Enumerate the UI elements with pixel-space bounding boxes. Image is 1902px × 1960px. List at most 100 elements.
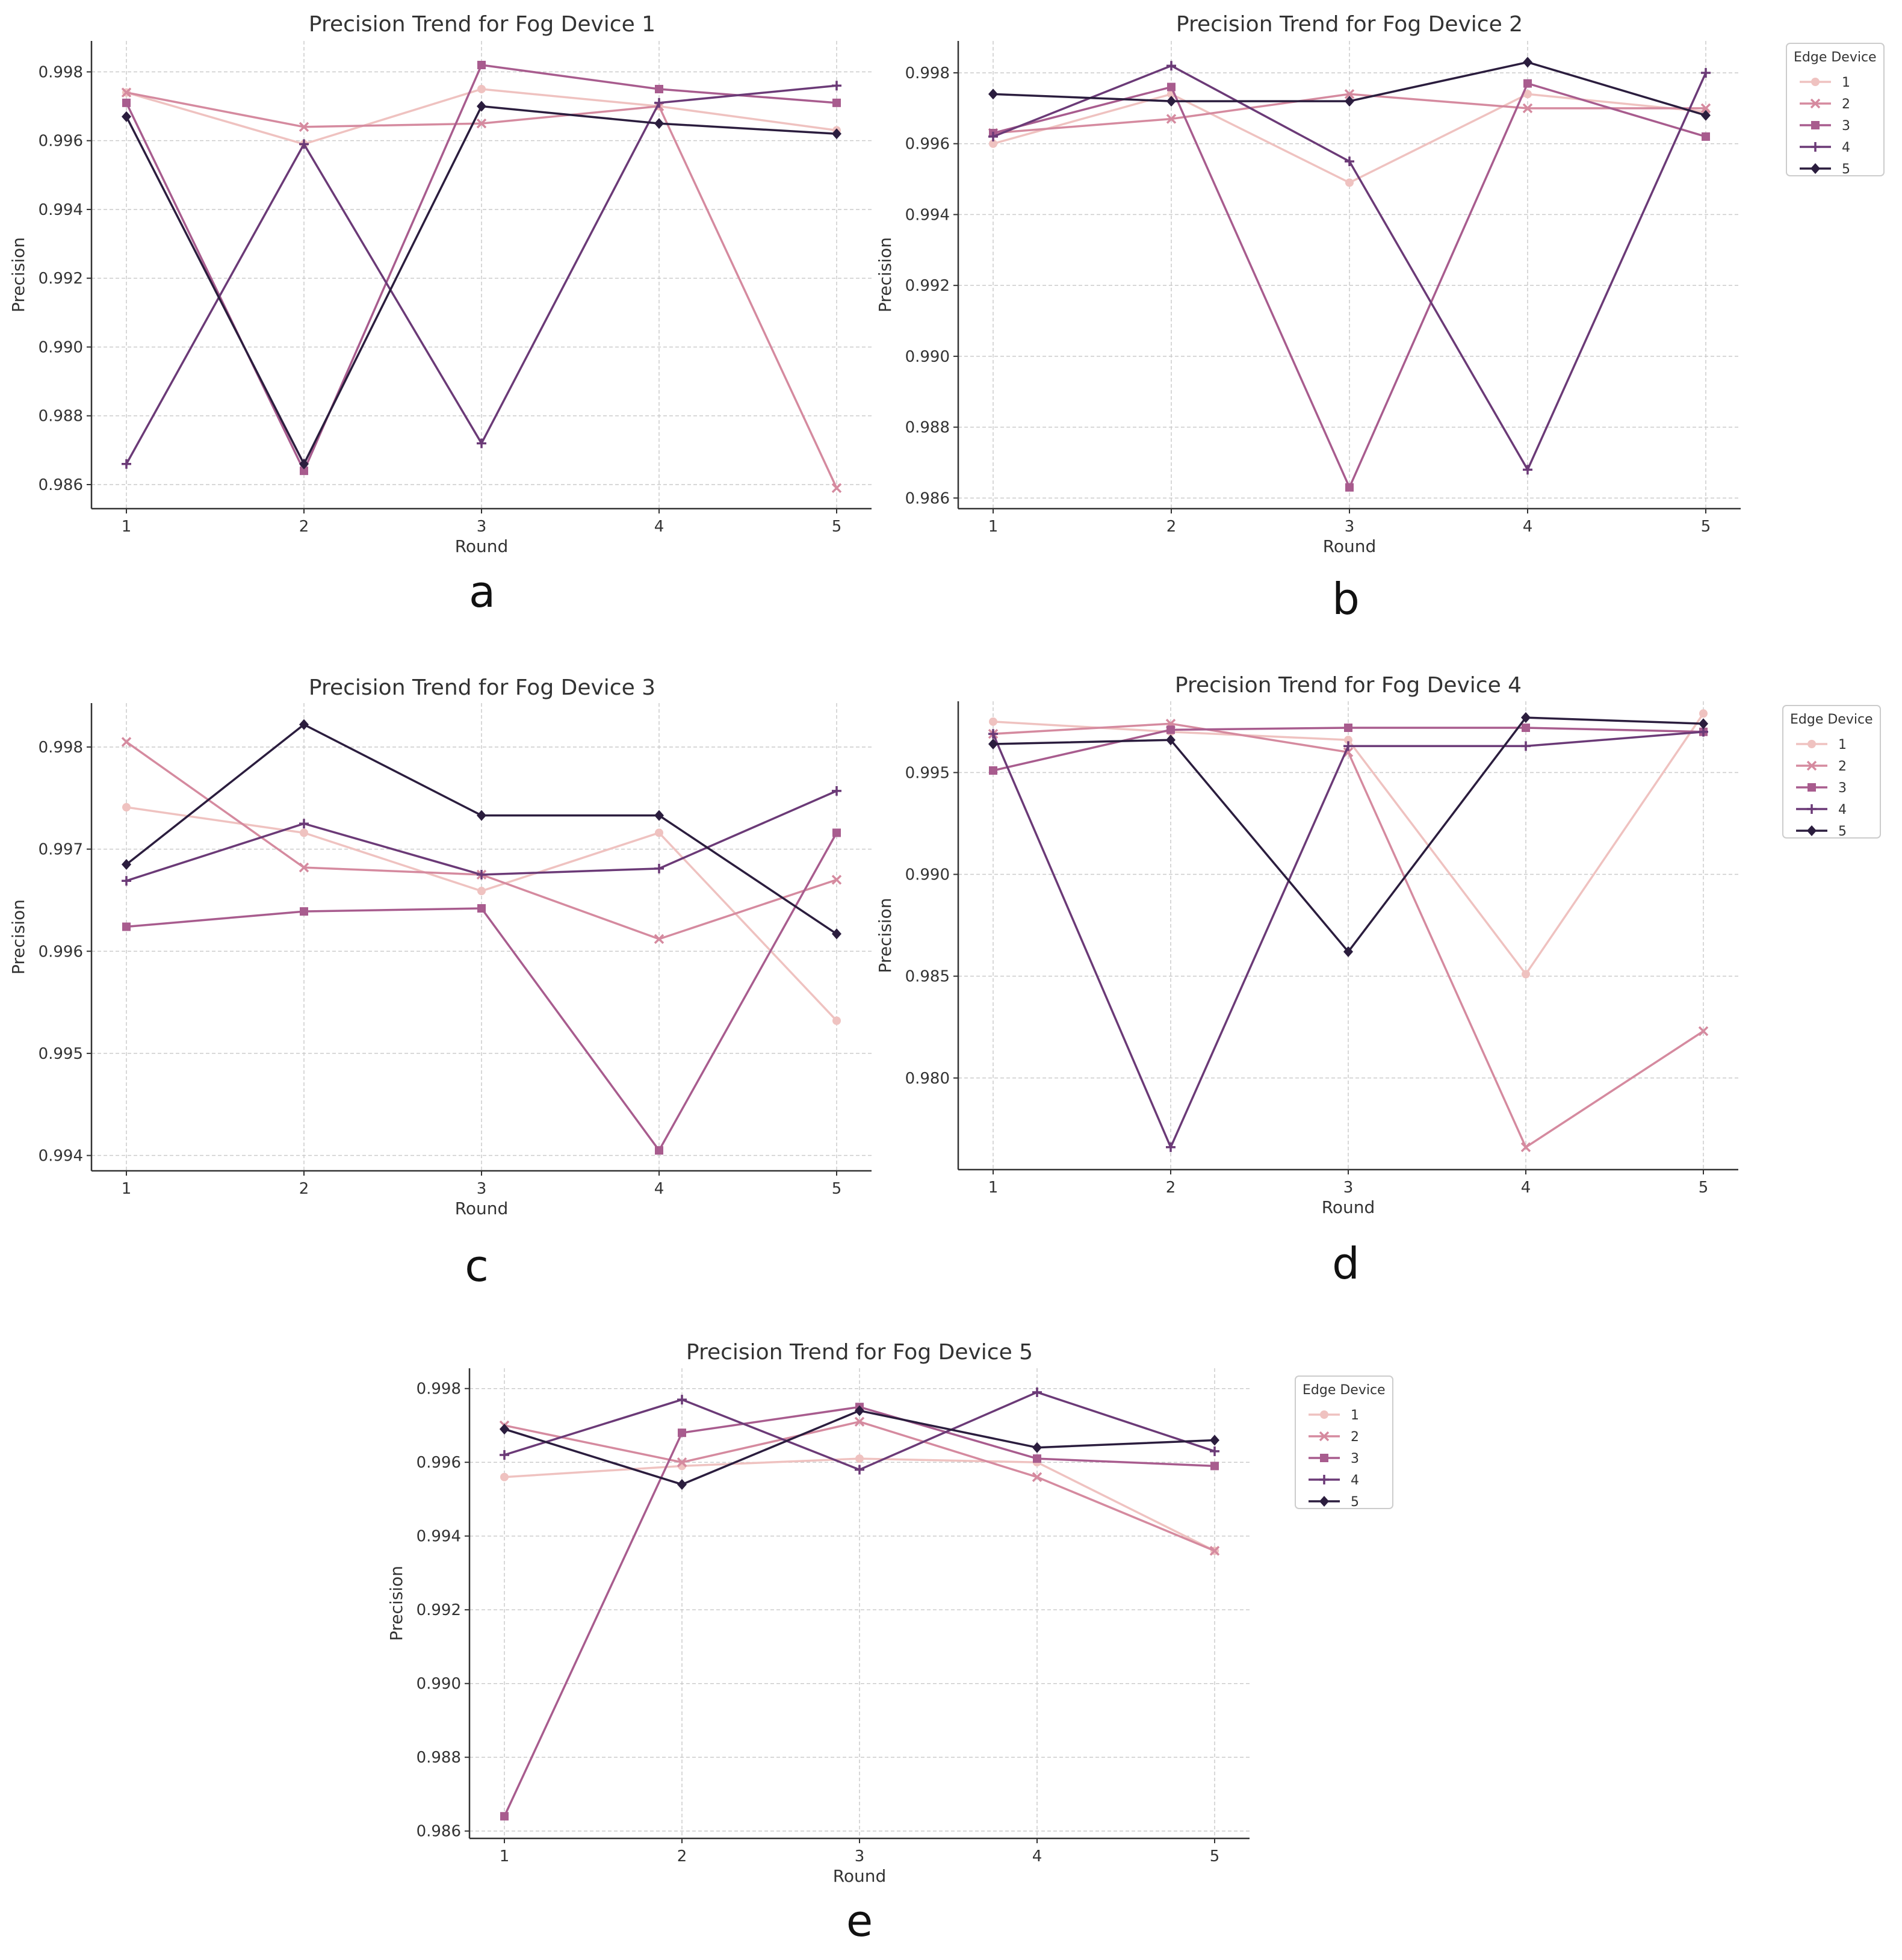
x-tick-label: 1 <box>122 1180 132 1198</box>
x-tick-label: 3 <box>1345 518 1355 536</box>
legend-marker <box>1319 1496 1329 1507</box>
data-point <box>299 122 309 132</box>
x-tick-label: 4 <box>654 518 664 536</box>
x-tick-label: 1 <box>500 1847 510 1865</box>
data-point <box>832 81 841 91</box>
data-point <box>1522 970 1530 979</box>
legend-label: 4 <box>1838 802 1847 817</box>
y-axis-label: Precision <box>386 1566 406 1641</box>
legend-marker <box>1808 783 1816 792</box>
x-axis-label: Round <box>1323 536 1377 556</box>
x-axis-label: Round <box>833 1866 887 1886</box>
data-point <box>832 828 841 837</box>
y-tick-label: 0.994 <box>417 1528 461 1546</box>
data-point <box>1343 946 1353 958</box>
data-point <box>1166 114 1177 124</box>
panel-label: b <box>1332 574 1360 624</box>
data-point <box>1032 1472 1042 1482</box>
data-point <box>655 828 663 837</box>
data-point <box>988 88 998 100</box>
data-point <box>1700 103 1711 114</box>
panel-label: c <box>465 1241 489 1291</box>
y-tick-label: 0.986 <box>39 476 83 494</box>
data-point <box>1345 157 1354 167</box>
y-tick-label: 0.994 <box>39 1147 83 1165</box>
legend-label: 2 <box>1842 97 1850 112</box>
data-point <box>122 111 131 122</box>
chart-panel-b: 1 2 3 4 5 0.986 0.988 0.990 0.992 0.994 0.996 0.998… <box>875 12 1885 624</box>
legend-label: 4 <box>1351 1473 1359 1488</box>
data-point <box>1032 1442 1042 1453</box>
data-point <box>989 139 997 148</box>
x-tick-label: 5 <box>1210 1847 1220 1865</box>
legend-box <box>1786 43 1885 176</box>
legend: Edge Device 1 2 3 4 5 <box>1295 1375 1393 1510</box>
legend-marker <box>1806 760 1817 771</box>
x-axis-label: Round <box>455 536 509 556</box>
legend-title: Edge Device <box>1790 712 1873 727</box>
legend-box <box>1782 705 1881 839</box>
x-tick-label: 1 <box>122 518 132 536</box>
data-point <box>1344 736 1352 745</box>
data-point <box>500 1472 509 1481</box>
legend-label: 5 <box>1351 1495 1359 1510</box>
data-point <box>988 729 998 739</box>
legend-label: 3 <box>1842 119 1850 134</box>
x-tick-label: 2 <box>299 518 309 536</box>
data-point <box>654 934 664 944</box>
data-point <box>500 1450 509 1460</box>
x-tick-label: 1 <box>988 1179 999 1197</box>
legend-label: 5 <box>1838 824 1847 839</box>
data-point <box>832 128 841 140</box>
data-point <box>1523 57 1532 68</box>
y-axis-label: Precision <box>875 898 895 973</box>
data-point <box>677 1395 687 1405</box>
data-point <box>121 87 132 98</box>
data-point <box>654 118 664 129</box>
x-tick-label: 1 <box>988 518 999 536</box>
y-tick-label: 0.996 <box>905 135 950 154</box>
y-tick-label: 0.988 <box>905 419 950 437</box>
x-tick-label: 3 <box>477 518 487 536</box>
legend-label: 5 <box>1842 162 1850 177</box>
y-tick-label: 0.998 <box>905 64 950 82</box>
data-point <box>1344 723 1352 732</box>
legend-marker <box>1811 78 1820 86</box>
data-point <box>299 139 309 149</box>
data-point <box>854 1416 865 1427</box>
data-point <box>1166 1142 1176 1152</box>
data-point <box>122 459 131 469</box>
data-point <box>477 438 486 448</box>
y-tick-label: 0.996 <box>39 943 83 961</box>
y-tick-label: 0.990 <box>417 1675 461 1693</box>
data-point <box>988 131 998 141</box>
data-point <box>1166 734 1176 746</box>
data-point <box>1699 709 1708 718</box>
legend-label: 4 <box>1842 140 1850 155</box>
data-point <box>655 84 663 93</box>
y-tick-label: 0.988 <box>39 408 83 426</box>
data-point <box>299 862 309 873</box>
data-point <box>477 887 486 896</box>
x-tick-label: 4 <box>1032 1847 1042 1865</box>
y-tick-label: 0.986 <box>905 489 950 507</box>
data-point <box>122 803 131 812</box>
y-tick-label: 0.997 <box>39 841 83 859</box>
legend-marker <box>1807 825 1817 836</box>
legend-marker <box>1807 804 1817 814</box>
data-point <box>1033 1454 1041 1463</box>
chart-panel-c: 1 2 3 4 5 0.994 0.995 0.996 0.997 0.998 Precision … <box>8 675 872 1291</box>
legend-box <box>1295 1375 1393 1509</box>
y-tick-label: 0.996 <box>417 1454 461 1472</box>
y-tick-label: 0.998 <box>39 63 83 81</box>
data-point <box>989 717 997 726</box>
data-point <box>1210 1462 1219 1471</box>
data-point <box>1343 741 1353 751</box>
legend-label: 1 <box>1351 1408 1359 1423</box>
legend-marker <box>1319 1431 1330 1442</box>
data-point <box>655 1146 663 1155</box>
data-point <box>477 84 486 93</box>
data-point <box>1701 110 1711 121</box>
data-point <box>300 907 308 916</box>
